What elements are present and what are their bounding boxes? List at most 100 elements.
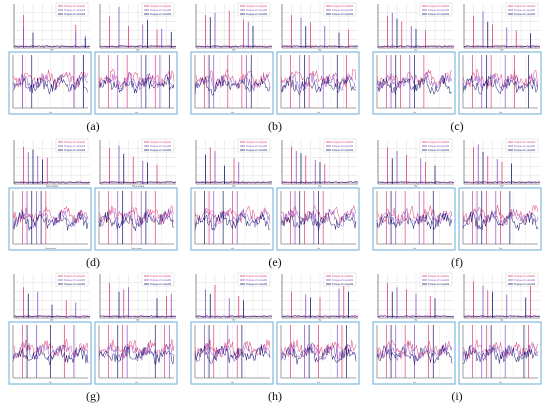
legend-label: Torque of motor#1 [428, 140, 450, 144]
legend-label: Torque of motor#1 [246, 274, 268, 278]
x-axis-label: Hz [501, 319, 505, 322]
inset-series-line [194, 69, 271, 89]
chart-pair: Torque of motor#1 Torque of motor#2 Torque… [190, 270, 360, 385]
subfigure-b: Torque of motor#1 Torque of motor#2 Torque… [190, 0, 360, 134]
inset-x-label: Hz [499, 112, 502, 114]
inset-x-label: Hz [49, 112, 52, 114]
legend-label: Torque of motor#3 [246, 148, 268, 152]
legend-label: Torque of motor#2 [150, 8, 172, 12]
inset-x-label: Hz [135, 382, 138, 384]
inset-x-label: Hz [499, 248, 502, 250]
inset-series-line [12, 211, 89, 231]
inset-x-label: Hz [135, 112, 138, 114]
x-axis-label: Time series [46, 185, 59, 188]
left-panel: Torque of motor#1 Torque of motor#2 Torque… [8, 0, 92, 115]
inset-series-line [12, 73, 89, 92]
legend-label: Torque of motor#3 [332, 282, 354, 286]
legend-label: Torque of motor#3 [64, 148, 86, 152]
legend-box [55, 138, 89, 153]
subfigure-f: Torque of motor#1 Torque of motor#2 Torque… [372, 136, 542, 270]
inset-series-line [376, 211, 453, 230]
series-line [377, 315, 455, 318]
legend-label: Torque of motor#2 [246, 278, 268, 282]
left-panel: Torque of motor#1 Torque of motor#2 Torque… [190, 270, 274, 385]
legend-box [419, 2, 453, 17]
legend-box [141, 138, 175, 153]
x-axis-label: Hz [51, 49, 55, 52]
series-line [281, 45, 359, 48]
x-axis-label: Hz [233, 185, 237, 188]
series-line [195, 181, 273, 184]
legend-box [55, 2, 89, 17]
inset-series-line [462, 339, 539, 359]
left-panel: Torque of motor#1 Torque of motor#2 Torque… [8, 136, 92, 251]
legend-box [505, 272, 539, 287]
inset-series-line [194, 212, 271, 231]
left-panel: Torque of motor#1 Torque of motor#2 Torque… [372, 270, 456, 385]
inset-series-line [462, 209, 539, 228]
series-line [281, 315, 359, 318]
series-line [13, 45, 91, 48]
legend-label: Torque of motor#3 [428, 148, 450, 152]
legend-label: Torque of motor#1 [332, 4, 354, 8]
legend-label: Torque of motor#3 [64, 282, 86, 286]
legend-label: Torque of motor#1 [150, 140, 172, 144]
right-panel: Torque of motor#1 Torque of motor#2 Torque… [94, 0, 178, 115]
legend-label: Torque of motor#2 [150, 278, 172, 282]
inset-series-line [194, 341, 271, 363]
left-panel: Torque of motor#1 Torque of motor#2 Torque… [190, 0, 274, 115]
inset-series-line [98, 342, 175, 362]
inset-x-label: Hz [413, 382, 416, 384]
subfigure-h: Torque of motor#1 Torque of motor#2 Torque… [190, 270, 360, 404]
legend-label: Torque of motor#3 [514, 12, 536, 16]
left-panel: Torque of motor#1 Torque of motor#2 Torque… [372, 136, 456, 251]
legend-label: Torque of motor#2 [428, 144, 450, 148]
legend-label: Torque of motor#1 [514, 4, 536, 8]
right-panel: Torque of motor#1 Torque of motor#2 Torque… [458, 270, 542, 385]
inset-x-label: Time series [45, 247, 57, 250]
legend-box [419, 272, 453, 287]
legend-label: Torque of motor#2 [514, 278, 536, 282]
chart-pair: Torque of motor#1 Torque of motor#2 Torque… [372, 0, 542, 115]
series-line [13, 181, 91, 184]
inset-x-label: Hz [413, 248, 416, 250]
inset-series-line [194, 208, 271, 228]
inset-series-line [194, 345, 271, 364]
inset-series-line [462, 69, 539, 89]
legend-box [141, 2, 175, 17]
right-panel: Torque of motor#1 Torque of motor#2 Torque… [94, 136, 178, 251]
chart-pair: Torque of motor#1 Torque of motor#2 Torque… [8, 0, 178, 115]
inset-x-label: Hz [231, 248, 234, 250]
subfigure-d: Torque of motor#1 Torque of motor#2 Torque… [8, 136, 178, 270]
inset-series-line [194, 75, 271, 96]
legend-label: Torque of motor#2 [428, 8, 450, 12]
inset-x-label: Hz [231, 382, 234, 384]
legend-box [505, 138, 539, 153]
legend-label: Torque of motor#1 [64, 274, 86, 278]
series-line [463, 315, 541, 318]
x-axis-label: Hz [319, 319, 323, 322]
legend-label: Torque of motor#2 [514, 8, 536, 12]
inset-series-line [98, 68, 175, 88]
inset-series-line [376, 204, 453, 225]
legend-label: Torque of motor#3 [150, 148, 172, 152]
inset-series-line [98, 76, 175, 94]
left-panel: Torque of motor#1 Torque of motor#2 Torque… [8, 270, 92, 385]
